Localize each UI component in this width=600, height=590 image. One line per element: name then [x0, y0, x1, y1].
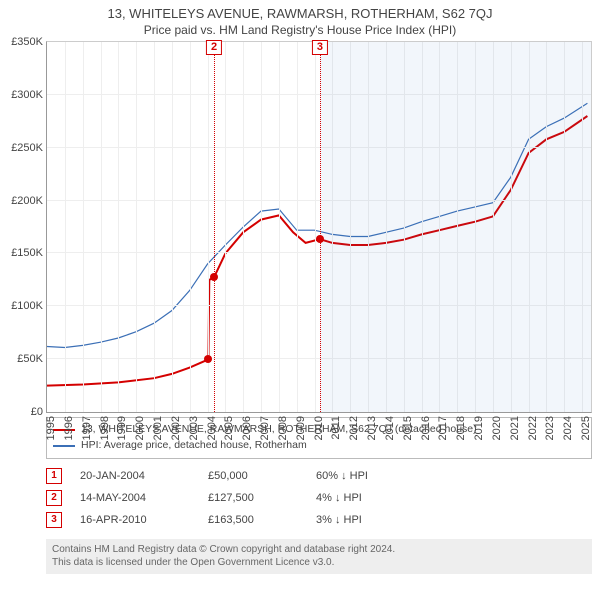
- event-row: 2 14-MAY-2004 £127,500 4% ↓ HPI: [46, 487, 592, 509]
- x-axis-label: 2002: [170, 416, 182, 440]
- event-price: £163,500: [208, 514, 298, 526]
- x-axis-label: 1999: [116, 416, 128, 440]
- event-row: 1 20-JAN-2004 £50,000 60% ↓ HPI: [46, 465, 592, 487]
- event-marker: [210, 273, 218, 281]
- event-delta: 4% ↓ HPI: [316, 492, 362, 504]
- x-axis-label: 2006: [241, 416, 253, 440]
- x-axis-label: 2012: [348, 416, 360, 440]
- event-flag-line: [320, 42, 321, 412]
- footer-line: This data is licensed under the Open Gov…: [52, 556, 586, 570]
- x-axis-label: 2025: [580, 416, 592, 440]
- event-price: £127,500: [208, 492, 298, 504]
- event-date: 20-JAN-2004: [80, 470, 190, 482]
- event-marker: [316, 235, 324, 243]
- forecast-shade: [320, 42, 591, 412]
- x-axis-label: 1997: [81, 416, 93, 440]
- event-badge: 2: [46, 490, 62, 506]
- event-badge: 3: [46, 512, 62, 528]
- x-axis-label: 2001: [152, 416, 164, 440]
- x-axis-label: 2009: [295, 416, 307, 440]
- x-axis-label: 2020: [491, 416, 503, 440]
- x-axis-label: 2024: [562, 416, 574, 440]
- event-badge: 1: [46, 468, 62, 484]
- event-flag-line: [214, 42, 215, 412]
- legend-swatch: [53, 445, 75, 447]
- x-axis-label: 2017: [437, 416, 449, 440]
- x-axis-label: 1998: [99, 416, 111, 440]
- x-axis-label: 2015: [402, 416, 414, 440]
- y-axis-label: £200K: [11, 195, 47, 207]
- event-price: £50,000: [208, 470, 298, 482]
- x-axis-label: 2004: [206, 416, 218, 440]
- y-axis-label: £150K: [11, 247, 47, 259]
- event-delta: 3% ↓ HPI: [316, 514, 362, 526]
- chart-title: 13, WHITELEYS AVENUE, RAWMARSH, ROTHERHA…: [0, 0, 600, 21]
- event-row: 3 16-APR-2010 £163,500 3% ↓ HPI: [46, 509, 592, 531]
- x-axis-label: 2021: [509, 416, 521, 440]
- x-axis-label: 2010: [313, 416, 325, 440]
- chart-subtitle: Price paid vs. HM Land Registry's House …: [0, 21, 600, 41]
- x-axis-label: 2007: [259, 416, 271, 440]
- event-flag-badge: 2: [206, 40, 222, 55]
- x-axis-label: 2023: [544, 416, 556, 440]
- event-delta: 60% ↓ HPI: [316, 470, 368, 482]
- y-axis-label: £50K: [17, 353, 47, 365]
- x-axis-label: 1995: [45, 416, 57, 440]
- event-date: 14-MAY-2004: [80, 492, 190, 504]
- y-axis-label: £250K: [11, 142, 47, 154]
- price-chart: £0£50K£100K£150K£200K£250K£300K£350K1995…: [46, 41, 592, 413]
- footer-line: Contains HM Land Registry data © Crown c…: [52, 543, 586, 557]
- x-axis-label: 2018: [455, 416, 467, 440]
- x-axis-label: 2019: [473, 416, 485, 440]
- x-axis-label: 2016: [420, 416, 432, 440]
- x-axis-label: 2003: [188, 416, 200, 440]
- y-axis-label: £300K: [11, 89, 47, 101]
- x-axis-label: 2008: [277, 416, 289, 440]
- x-axis-label: 2005: [223, 416, 235, 440]
- event-table: 1 20-JAN-2004 £50,000 60% ↓ HPI 2 14-MAY-2004…: [46, 465, 592, 531]
- x-axis-label: 2013: [366, 416, 378, 440]
- event-flag-badge: 3: [312, 40, 328, 55]
- event-date: 16-APR-2010: [80, 514, 190, 526]
- x-axis-label: 2000: [134, 416, 146, 440]
- x-axis-label: 2011: [330, 416, 342, 440]
- attribution-footer: Contains HM Land Registry data © Crown c…: [46, 539, 592, 574]
- x-axis-label: 1996: [63, 416, 75, 440]
- x-axis-label: 2014: [384, 416, 396, 440]
- event-marker: [204, 355, 212, 363]
- y-axis-label: £100K: [11, 300, 47, 312]
- y-axis-label: £350K: [11, 36, 47, 48]
- x-axis-label: 2022: [527, 416, 539, 440]
